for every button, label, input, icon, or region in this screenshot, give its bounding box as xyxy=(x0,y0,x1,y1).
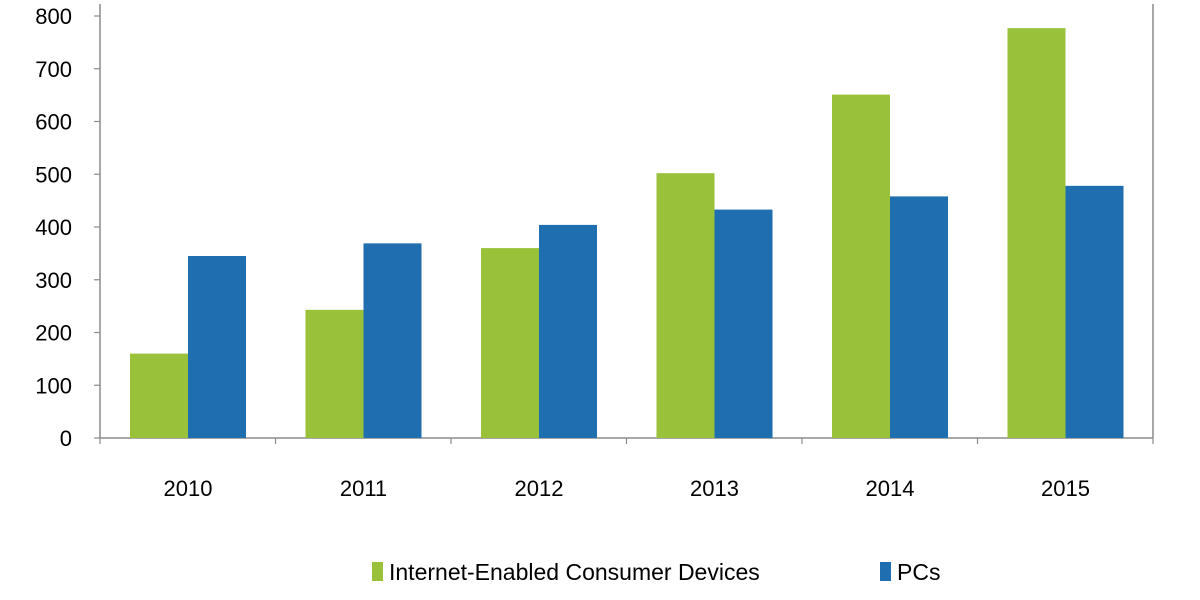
legend-swatch xyxy=(880,562,891,581)
bar-consumer-devices-2013 xyxy=(656,173,715,438)
legend-swatch xyxy=(372,562,383,581)
y-tick-label: 200 xyxy=(35,321,72,346)
bars xyxy=(130,28,1124,438)
y-tick-label: 0 xyxy=(60,426,72,451)
x-tick-label: 2014 xyxy=(866,476,915,501)
bar-pcs-2015 xyxy=(1065,185,1124,438)
bar-pcs-2013 xyxy=(714,209,773,438)
bar-pcs-2011 xyxy=(363,243,422,438)
bar-consumer-devices-2015 xyxy=(1007,28,1066,438)
y-tick-label: 100 xyxy=(35,373,72,398)
bar-consumer-devices-2014 xyxy=(832,94,890,438)
bar-consumer-devices-2010 xyxy=(130,353,188,438)
y-tick-label: 500 xyxy=(35,162,72,187)
bar-pcs-2010 xyxy=(188,256,246,438)
plot-area xyxy=(99,4,1154,439)
y-axis: 0 100 200 300 400 500 600 700 800 xyxy=(35,4,100,451)
x-tick-label: 2013 xyxy=(690,476,739,501)
bar-pcs-2014 xyxy=(890,196,948,438)
legend: Internet-Enabled Consumer Devices PCs xyxy=(372,559,940,585)
x-tick-label: 2010 xyxy=(164,476,213,501)
x-tick-label: 2012 xyxy=(515,476,564,501)
x-tick-label: 2011 xyxy=(340,476,387,501)
x-tick-label: 2015 xyxy=(1041,476,1090,501)
y-tick-label: 600 xyxy=(35,110,72,135)
legend-label: Internet-Enabled Consumer Devices xyxy=(389,559,760,585)
y-tick-label: 700 xyxy=(35,57,72,82)
bar-pcs-2012 xyxy=(539,224,597,438)
bar-consumer-devices-2012 xyxy=(481,248,539,438)
legend-label: PCs xyxy=(897,559,940,585)
y-tick-label: 800 xyxy=(35,4,72,29)
y-tick-label: 400 xyxy=(35,215,72,240)
y-tick-label: 300 xyxy=(35,268,72,293)
bar-consumer-devices-2011 xyxy=(305,309,364,438)
x-axis: 2010 2011 2012 2013 2014 2015 xyxy=(99,438,1154,501)
